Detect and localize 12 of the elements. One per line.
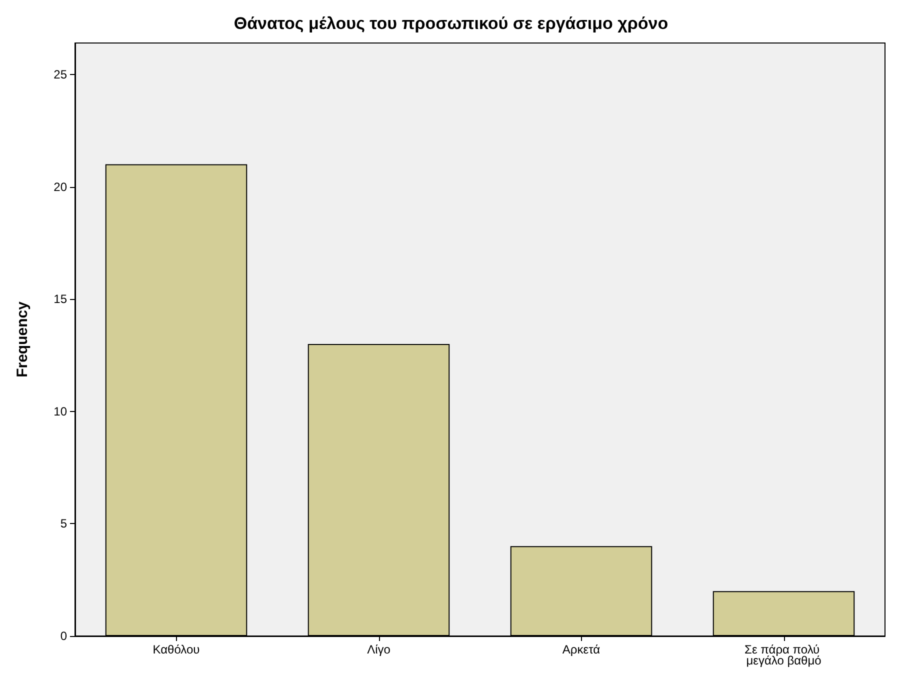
x-tick-label: Σε πάρα πολύ μεγάλο βαθμό xyxy=(744,642,823,668)
y-tick-label: 20 xyxy=(54,180,68,194)
y-tick-label: 10 xyxy=(54,404,68,418)
x-tick-label: Καθόλου xyxy=(152,642,200,656)
x-tick-label: Λίγο xyxy=(367,642,391,656)
y-tick-label: 5 xyxy=(60,516,68,531)
x-tick-label: Αρκετά xyxy=(562,642,600,656)
y-tick-label: 15 xyxy=(54,292,68,306)
y-axis-title: Frequency xyxy=(14,300,31,378)
y-tick-label: 0 xyxy=(60,629,68,643)
chart-title: Θάνατος μέλους του προσωπικού σε εργάσιμο χρόνο xyxy=(234,14,668,33)
y-tick-label: 25 xyxy=(54,67,68,82)
